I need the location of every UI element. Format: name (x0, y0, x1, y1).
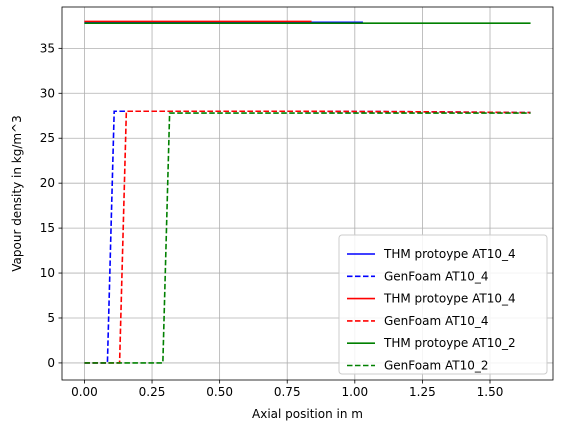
x-tick-label: 0.75 (274, 385, 301, 399)
legend-entry-label: THM protoype AT10_4 (383, 292, 516, 306)
y-tick-label: 30 (40, 86, 55, 100)
legend-box (338, 234, 548, 375)
legend: THM protoype AT10_4 GenFoam AT10_4 THM pro… (338, 234, 548, 375)
plot-series (84, 20, 531, 364)
y-tick-label: 0 (47, 356, 55, 370)
x-tick-label: 1.25 (409, 385, 436, 399)
x-tick-label: 0.50 (206, 385, 233, 399)
series-line (84, 112, 531, 364)
x-tick-label: 0.25 (139, 385, 166, 399)
y-tick-label: 10 (40, 266, 55, 280)
y-tick-label: 25 (40, 131, 55, 145)
x-axis-label: Axial position in m (252, 407, 363, 421)
y-tick-label: 35 (40, 41, 55, 55)
y-axis-ticks: 0 5 10 15 20 25 30 35 (40, 41, 62, 370)
y-tick-label: 15 (40, 221, 55, 235)
y-axis-label: Vapour density in kg/m^3 (10, 115, 24, 272)
legend-entry-label: GenFoam AT10_4 (384, 269, 488, 283)
y-tick-label: 20 (40, 176, 55, 190)
legend-entry-label: GenFoam AT10_4 (384, 314, 488, 328)
y-tick-label: 5 (47, 311, 55, 325)
legend-entry-label: THM protoype AT10_4 (383, 247, 516, 261)
x-tick-label: 1.00 (341, 385, 368, 399)
legend-entry-label: GenFoam AT10_2 (384, 359, 488, 373)
x-tick-label: 0.00 (71, 385, 98, 399)
legend-entry-label: THM protoype AT10_2 (383, 336, 516, 350)
x-axis-ticks: 0.00 0.25 0.50 0.75 1.00 1.25 1.50 (71, 380, 503, 399)
x-tick-label: 1.50 (477, 385, 504, 399)
plot-area (61, 6, 554, 381)
